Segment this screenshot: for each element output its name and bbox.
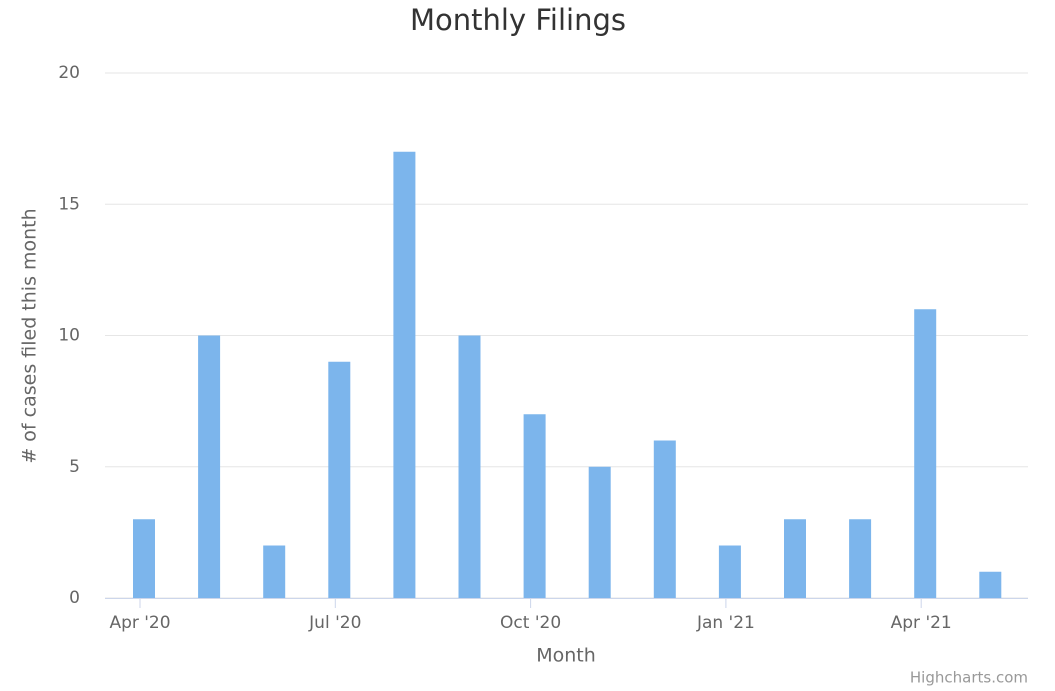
y-tick-label: 20 [58,63,80,83]
bar [328,361,351,598]
bar [914,309,937,598]
bar [458,335,481,598]
y-tick-label: 15 [58,194,80,214]
x-tick-label: Apr '21 [891,613,952,633]
bar [784,519,806,598]
bar [133,519,155,598]
x-tick-label: Oct '20 [500,613,561,633]
bar [979,571,1002,598]
bar [588,466,611,598]
bar [653,440,676,598]
x-tick-label: Jan '21 [696,613,755,633]
bar [198,335,221,598]
bar [393,151,416,598]
credits: Highcharts.com [910,669,1028,687]
y-tick-label: 5 [69,457,80,477]
y-tick-label: 10 [58,326,80,346]
x-tick-label: Apr '20 [109,613,170,633]
bar [718,545,741,598]
y-axis-label: # of cases filed this month [19,208,41,463]
x-tick-label: Jul '20 [308,613,361,633]
bar [263,545,286,598]
bar [523,414,546,598]
chart-title: Monthly Filings [410,3,626,37]
bar [849,519,872,598]
x-axis-label: Month [536,645,596,667]
y-tick-label: 0 [69,588,80,608]
